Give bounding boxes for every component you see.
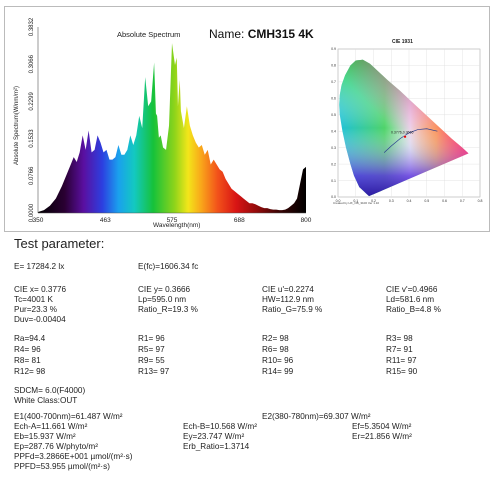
spectrum-ylabel: Absolute Spectrum(W/nm/m²) <box>14 86 20 165</box>
cie-title: CIE 1931 <box>392 39 413 45</box>
spectrum-y-tick: 0.0766 <box>29 166 35 185</box>
cie-y-tick: 0.7 <box>331 80 336 84</box>
cie-y: CIE y= 0.3666 <box>138 285 191 294</box>
cct: Tc=4001 K <box>14 295 53 304</box>
spectrum-x-tick: 575 <box>167 217 178 224</box>
dominant-wavelength: Ld=581.6 nm <box>386 295 435 304</box>
cie-y-tick: 0.2 <box>331 162 336 166</box>
cie-u: CIE u'=0.2274 <box>262 285 314 294</box>
illuminance: E= 17284.2 lx <box>14 262 65 271</box>
ri-r1: R1= 96 <box>138 334 165 343</box>
peak-wavelength: Lp=595.0 nm <box>138 295 187 304</box>
ri-r13: R13= 97 <box>138 367 170 376</box>
spectrum-y-tick: 0.3832 <box>29 17 35 36</box>
cie-point <box>403 135 407 139</box>
energy-er: Er=21.856 W/m² <box>352 432 412 441</box>
energy-erb: Erb_Ratio=1.3714 <box>183 442 250 451</box>
cie-x-tick: 0.1 <box>353 199 358 203</box>
energy-ey: Ey=23.747 W/m² <box>183 432 245 441</box>
spectrum-xlabel: Wavelength(nm) <box>153 222 200 229</box>
half-width: HW=112.9 nm <box>262 295 314 304</box>
purity: Pur=23.3 % <box>14 305 58 314</box>
cie-y-tick: 0.5 <box>331 113 336 117</box>
ri-r5: R5= 97 <box>138 345 165 354</box>
cie-y-tick: 0.6 <box>331 97 336 101</box>
cie-x-tick: 0.2 <box>371 199 376 203</box>
spectrum-y-tick: 0.0000 <box>29 203 35 222</box>
lamp-name: Name: CMH315 4K <box>209 27 314 41</box>
cie-v: CIE v'=0.4966 <box>386 285 438 294</box>
spectrum-title: Absolute Spectrum <box>117 30 180 39</box>
energy-eb: Eb=15.937 W/m² <box>14 432 76 441</box>
cie-x-tick: 0.5 <box>424 199 429 203</box>
cie-y-tick: 0.1 <box>331 179 336 183</box>
cie-chart: CIE 1931 0.0 0.1 0.2 0.3 0.4 0.5 0.6 0.7 0.8 0.9 0… <box>331 39 483 205</box>
ppfd-e: PPFd=3.2866E+001 µmol/(m²·s) <box>14 452 133 461</box>
ri-r2: R2= 98 <box>262 334 289 343</box>
ri-r11: R11= 97 <box>386 356 417 365</box>
spectrum-x-tick: 463 <box>100 217 111 224</box>
cie-x: CIE x= 0.3776 <box>14 285 67 294</box>
energy-ech-a: Ech-A=11.661 W/m² <box>14 422 88 431</box>
illuminance-fc: E(fc)=1606.34 fc <box>138 262 199 271</box>
duv: Duv=-0.00404 <box>14 315 66 324</box>
spectrum-x-tick: 800 <box>301 217 312 224</box>
cie-x-tick: 0.0 <box>336 199 341 203</box>
cie-x-tick: 0.4 <box>407 199 412 203</box>
energy-ef: Ef=5.3504 W/m² <box>352 422 412 431</box>
energy-ep: Ep=287.76 W/phyto/m² <box>14 442 98 451</box>
ratio-r: Ratio_R=19.3 % <box>138 305 198 314</box>
section-title: Test parameter: <box>14 236 105 251</box>
cie-x-tick: 0.8 <box>478 199 483 203</box>
cie-gamut-magenta <box>339 59 469 197</box>
cie-y-tick: 0.4 <box>331 129 336 133</box>
sdcm: SDCM= 6.0(F4000) <box>14 386 86 395</box>
spectrum-x-tick: 350 <box>33 217 44 224</box>
ri-r14: R14= 99 <box>262 367 294 376</box>
energy-e2: E2(380-780nm)=69.307 W/m² <box>262 412 371 421</box>
ratio-g: Ratio_G=75.9 % <box>262 305 323 314</box>
ratio-b: Ratio_B=4.8 % <box>386 305 441 314</box>
energy-e1: E1(400-700nm)=61.487 W/m² <box>14 412 123 421</box>
ri-r3: R3= 98 <box>386 334 413 343</box>
charts-panel: 350 463 575 688 800 0.0000 0.0766 0.1533 0.2299 0… <box>4 6 490 232</box>
cie-planckian-locus <box>383 128 438 153</box>
ri-r9: R9= 55 <box>138 356 165 365</box>
cie-x-tick: 0.3 <box>389 199 394 203</box>
ri-r10: R10= 96 <box>262 356 294 365</box>
energy-ech-b: Ech-B=10.568 W/m² <box>183 422 257 431</box>
cie-y-tick: 0.8 <box>331 64 336 68</box>
spectrum-area <box>38 43 306 213</box>
spectrum-x-tick: 688 <box>234 217 245 224</box>
spectrum-y-tick: 0.3066 <box>29 54 35 73</box>
spectrum-y-tick: 0.2299 <box>29 92 35 111</box>
ri-r15: R15= 90 <box>386 367 418 376</box>
spectrum-chart: 350 463 575 688 800 0.0000 0.0766 0.1533 0.2299 0… <box>14 17 314 229</box>
ri-r7: R7= 91 <box>386 345 413 354</box>
cie-y-tick: 0.9 <box>331 47 336 51</box>
ri-r4: R4= 96 <box>14 345 41 354</box>
spectrum-y-tick: 0.1533 <box>29 129 35 148</box>
white-class: White Class:OUT <box>14 396 78 405</box>
cie-footer: Created by HX_OB_3100 Ver 1.10 <box>333 201 379 205</box>
ri-r8: R8= 81 <box>14 356 41 365</box>
cie-x-tick: 0.6 <box>442 199 447 203</box>
cie-x-tick: 0.7 <box>460 199 465 203</box>
cie-point-label: 0.3776,0.3666 <box>391 131 413 135</box>
cie-y-tick: 0.0 <box>331 195 336 199</box>
ri-r12: R12= 98 <box>14 367 46 376</box>
ri-r6: R6= 98 <box>262 345 289 354</box>
ppfd: PPFD=53.955 µmol/(m²·s) <box>14 462 110 471</box>
ri-ra: Ra=94.4 <box>14 334 46 343</box>
cie-y-tick: 0.3 <box>331 146 336 150</box>
